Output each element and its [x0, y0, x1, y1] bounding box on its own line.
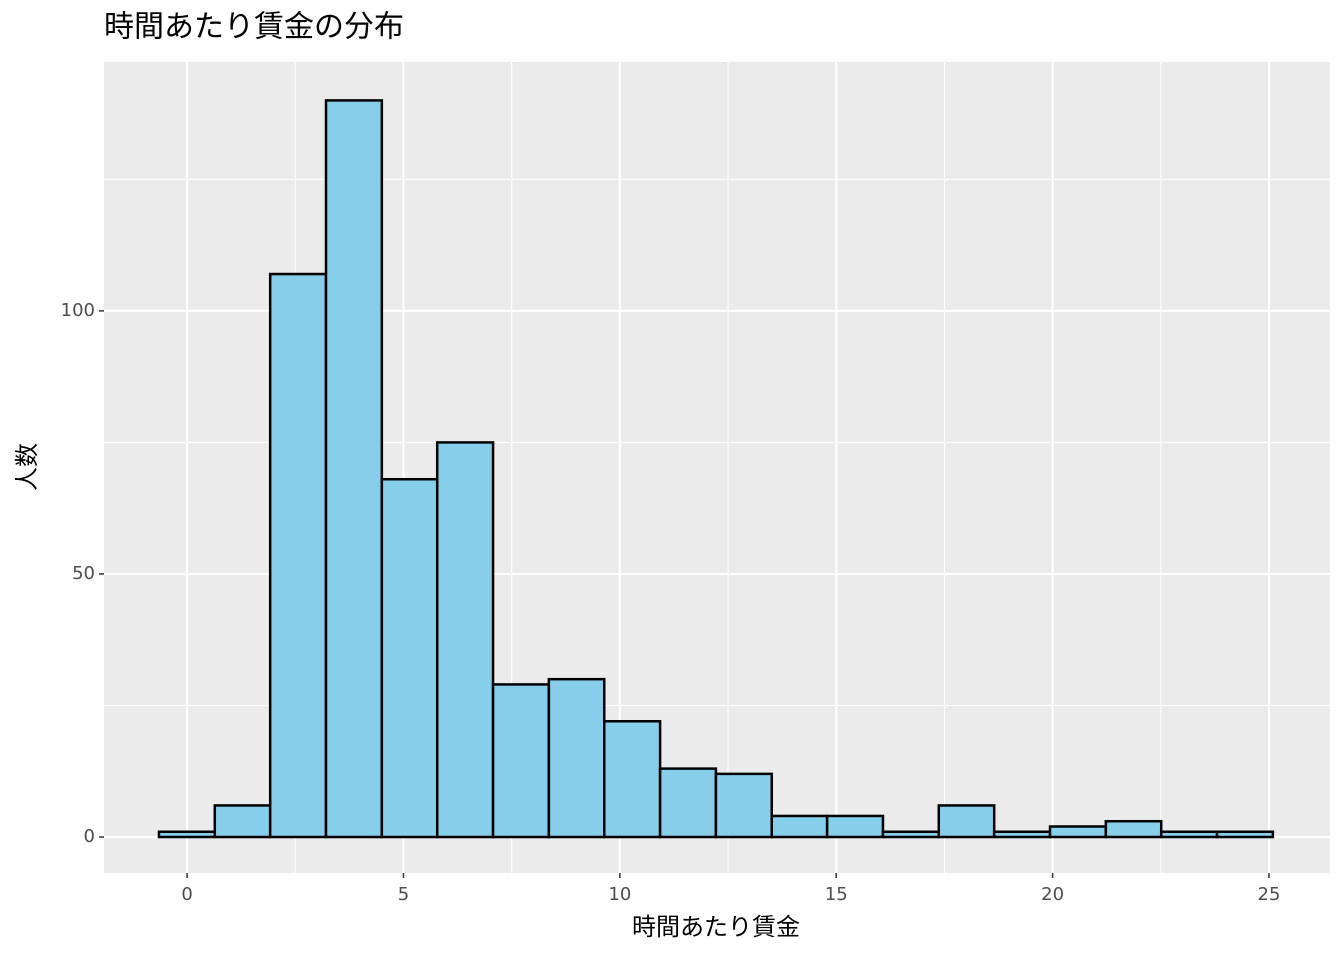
bar	[992, 830, 1052, 839]
y-tick-label: 50	[72, 563, 95, 584]
x-tick-label: 5	[398, 884, 409, 905]
bar	[1104, 819, 1163, 839]
bar	[435, 441, 495, 839]
bar	[1159, 830, 1219, 839]
bar	[157, 830, 217, 839]
x-tick-label: 15	[825, 884, 848, 905]
bar	[380, 477, 439, 839]
x-tick-label: 25	[1258, 884, 1281, 905]
bar	[1048, 825, 1108, 839]
bar	[324, 99, 384, 839]
x-axis-label: 時間あたり賃金	[632, 913, 800, 941]
x-tick-label: 0	[181, 884, 192, 905]
bar	[658, 767, 718, 839]
bar	[714, 772, 773, 839]
bar	[491, 683, 551, 839]
bar	[770, 814, 829, 839]
bar	[1215, 830, 1275, 839]
bar	[881, 830, 941, 839]
bar	[213, 804, 272, 839]
bar	[937, 804, 996, 839]
bar	[268, 272, 328, 839]
bar	[825, 814, 885, 839]
y-axis-label: 人数	[13, 443, 41, 491]
y-tick-label: 100	[61, 300, 95, 321]
x-tick-label: 20	[1041, 884, 1064, 905]
bar	[547, 677, 606, 839]
x-tick-label: 10	[608, 884, 631, 905]
bar	[603, 720, 662, 839]
chart-title: 時間あたり賃金の分布	[104, 10, 404, 45]
y-tick-label: 0	[84, 826, 95, 847]
